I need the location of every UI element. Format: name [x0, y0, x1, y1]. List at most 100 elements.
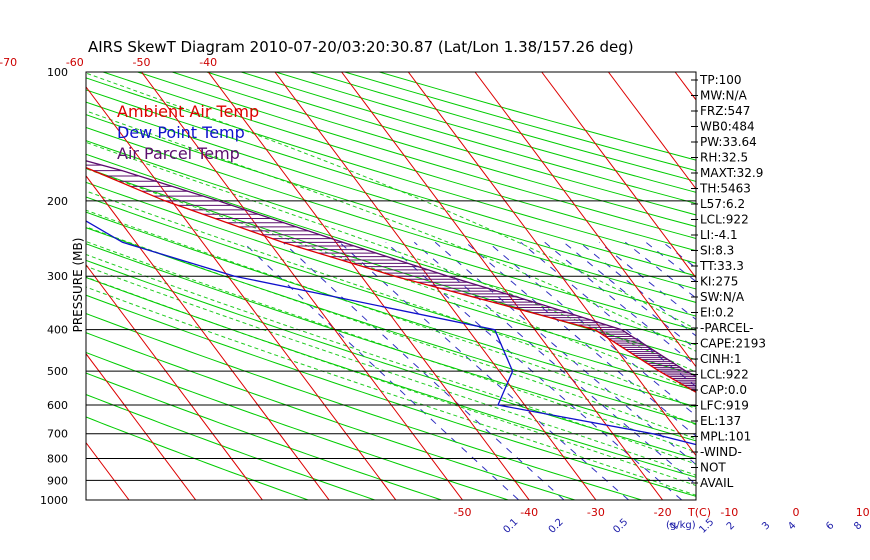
- mixing-ratio-line: [242, 241, 520, 500]
- mixing-ratio-label: 1.5: [697, 517, 716, 536]
- dry-adiabat-line: [86, 211, 696, 408]
- stat-item: LCL:922: [700, 213, 749, 227]
- moist-adiabat-line: [86, 72, 696, 330]
- bottom-temp-tick-label: -30: [587, 506, 605, 519]
- pressure-tick-label: 600: [47, 399, 68, 412]
- dry-adiabat-line: [86, 276, 696, 478]
- dry-adiabat-line: [86, 140, 696, 331]
- dry-adiabat-line: [86, 77, 696, 264]
- cape-hatching: [86, 164, 696, 393]
- isotherm-line: [86, 263, 264, 500]
- moist-adiabat-line: [86, 190, 696, 410]
- isotherm-line: [207, 72, 530, 500]
- mixing-ratio-line: [487, 241, 696, 417]
- moist-adiabat-line: [86, 209, 696, 426]
- series-dew-point-temp: [86, 220, 696, 446]
- top-temp-tick-labels: -120-110-100-90-80-70-60-50-40: [0, 56, 217, 69]
- top-temp-tick-label: -70: [0, 56, 17, 69]
- stat-item: RH:32.5: [700, 151, 748, 165]
- profile-series: [86, 160, 696, 446]
- stat-item: TT:33.3: [699, 259, 744, 273]
- dry-adiabat-line: [86, 153, 696, 346]
- plot-area: [0, 72, 870, 509]
- moist-adiabat-line: [86, 286, 696, 496]
- y-axis-label: PRESSURE (MB): [71, 238, 85, 333]
- stat-item: PW:33.64: [700, 135, 757, 149]
- dry-adiabat-line: [86, 196, 696, 392]
- isotherm-line: [86, 86, 397, 500]
- pressure-tick-label: 200: [47, 195, 68, 208]
- legend: Ambient Air Temp Dew Point Temp Air Parc…: [117, 102, 259, 163]
- mixing-ratio-line: [465, 241, 696, 437]
- stat-item: TP:100: [699, 73, 742, 87]
- stat-item: CAPE:2193: [700, 337, 766, 351]
- mixing-ratio-label: 0.2: [547, 517, 566, 536]
- pressure-tick-label: 500: [47, 365, 68, 378]
- series-air-parcel-temp: [86, 160, 696, 378]
- stat-item: SW:N/A: [700, 290, 745, 304]
- pressure-tick-labels: 100 200 300 400 500 600 700 800 900 1000: [40, 66, 68, 507]
- mixing-ratio-line: [520, 241, 696, 388]
- dry-adiabat-line: [86, 372, 444, 500]
- isobars: [86, 200, 696, 500]
- mixing-ratio-label: 8: [852, 520, 864, 532]
- stat-item: TH:5463: [699, 182, 751, 196]
- stat-item: MPL:101: [700, 430, 751, 444]
- isotherm-line: [474, 72, 696, 368]
- pressure-tick-label: 100: [47, 66, 68, 79]
- dry-adiabat-line: [86, 126, 696, 317]
- stat-item: FRZ:547: [700, 104, 750, 118]
- moist-adiabat-line: [86, 226, 696, 440]
- isotherm-line: [0, 72, 2, 509]
- dry-adiabat-line: [344, 72, 696, 172]
- bottom-temp-tick-label: 10: [856, 506, 870, 519]
- pressure-tick-label: 300: [47, 270, 68, 283]
- dry-adiabat-line: [86, 114, 696, 303]
- stat-item: MW:N/A: [700, 89, 748, 103]
- stat-item: -PARCEL-: [700, 321, 754, 335]
- chart-title: AIRS SkewT Diagram 2010-07-20/03:20:30.8…: [88, 38, 634, 56]
- stat-item: LI:-4.1: [700, 228, 738, 242]
- bottom-temp-tick-label: -50: [454, 506, 472, 519]
- dry-adiabat-line: [86, 181, 696, 376]
- moist-adiabat-line: [86, 168, 696, 392]
- stat-item: KI:275: [700, 275, 738, 289]
- isotherm-line: [341, 72, 664, 500]
- stat-item: AVAIL: [700, 476, 734, 490]
- mixing-ratio-line: [385, 241, 683, 500]
- top-temp-tick-label: -60: [66, 56, 84, 69]
- dry-adiabat-line: [137, 72, 696, 239]
- mixing-ratio-unit: (g/kg): [666, 520, 696, 531]
- isotherm-line: [809, 72, 870, 509]
- bottom-temp-tick-label: -10: [720, 506, 738, 519]
- moist-adiabat-line: [86, 240, 696, 453]
- bottom-temp-tick-label: 0: [793, 506, 800, 519]
- isotherm-line: [407, 72, 696, 457]
- temp-unit-label: T(C): [687, 506, 711, 519]
- stat-item: LFC:919: [700, 399, 749, 413]
- isotherm-line: [742, 72, 870, 509]
- isotherm-line: [608, 72, 696, 190]
- dry-adiabat-line: [86, 243, 696, 442]
- series-ambient-air-temp: [86, 166, 696, 394]
- bottom-temp-tick-label: -20: [654, 506, 672, 519]
- mixing-ratio-label: 0.5: [611, 517, 630, 536]
- dry-adiabats: [86, 72, 696, 500]
- dry-adiabat-line: [86, 294, 696, 497]
- bottom-temp-tick-label: -40: [520, 506, 538, 519]
- mixing-ratio-line: [339, 241, 630, 500]
- top-temp-tick-label: -50: [133, 56, 151, 69]
- dry-adiabat-line: [86, 416, 310, 500]
- stat-item: CINH:1: [700, 352, 742, 366]
- bottom-temp-tick-labels: -50-40-30-20-100102030: [454, 506, 870, 519]
- stat-item: NOT: [700, 461, 726, 475]
- isotherm-line: [86, 352, 197, 500]
- mixing-ratio-label: 2: [725, 520, 737, 532]
- dry-adiabat-line: [86, 313, 644, 500]
- isotherm-line: [86, 175, 330, 500]
- dry-adiabat-line: [86, 167, 696, 361]
- stat-item: WB0:484: [700, 120, 755, 134]
- dry-adiabat-line: [102, 72, 696, 252]
- isotherm-line: [541, 72, 696, 279]
